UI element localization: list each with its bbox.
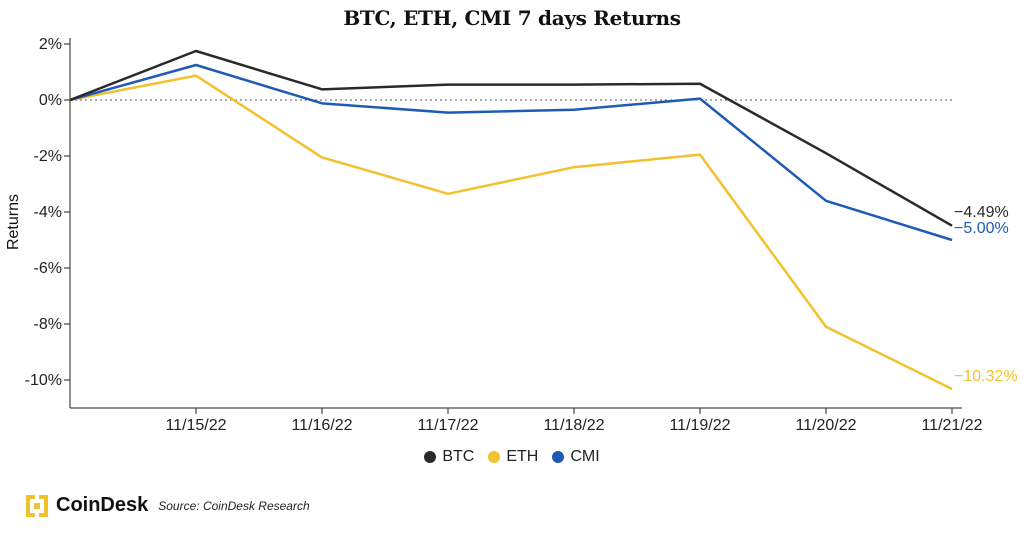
x-tick-label: 11/20/22 — [795, 417, 856, 434]
legend-label: ETH — [506, 448, 539, 465]
legend-item-eth: ETH — [488, 448, 538, 466]
x-tick-label: 11/15/22 — [165, 417, 226, 434]
x-tick-label: 11/21/22 — [921, 417, 982, 434]
x-tick-label: 11/16/22 — [291, 417, 352, 434]
legend-item-btc: BTC — [424, 448, 474, 466]
coindesk-logo-icon — [26, 494, 48, 517]
series-line-btc — [69, 49, 953, 227]
end-label-eth: −10.32% — [954, 368, 1018, 385]
legend-dot-icon — [552, 451, 565, 463]
y-tick-label: -2% — [34, 148, 62, 165]
x-tick-label: 11/17/22 — [417, 417, 478, 434]
brand-name: CoinDesk — [56, 494, 149, 516]
chart-title: BTC, ETH, CMI 7 days Returns — [343, 6, 681, 30]
legend-label: CMI — [570, 448, 600, 465]
y-tick-label: -8% — [34, 316, 62, 333]
x-tick-label: 11/19/22 — [669, 417, 730, 434]
footer: CoinDesk Source: CoinDesk Research — [26, 494, 310, 517]
y-axis-label: Returns — [5, 194, 22, 250]
end-label-cmi: −5.00% — [954, 220, 1009, 237]
y-tick-label: 0% — [39, 92, 62, 109]
x-tick-label: 11/18/22 — [543, 417, 604, 434]
chart-legend: BTC ETH CMI — [0, 448, 1024, 466]
y-tick-label: -10% — [25, 372, 62, 389]
end-label-btc: −4.49% — [954, 204, 1009, 221]
y-tick-label: -4% — [34, 204, 62, 221]
y-tick-label: 2% — [39, 36, 62, 53]
legend-dot-icon — [424, 451, 437, 463]
legend-label: BTC — [442, 448, 475, 465]
legend-dot-icon — [488, 451, 501, 463]
legend-item-cmi: CMI — [552, 448, 600, 466]
series-line-eth — [69, 74, 953, 391]
source-note: Source: CoinDesk Research — [158, 498, 310, 513]
y-tick-label: -6% — [34, 260, 62, 277]
series-line-cmi — [69, 63, 953, 242]
